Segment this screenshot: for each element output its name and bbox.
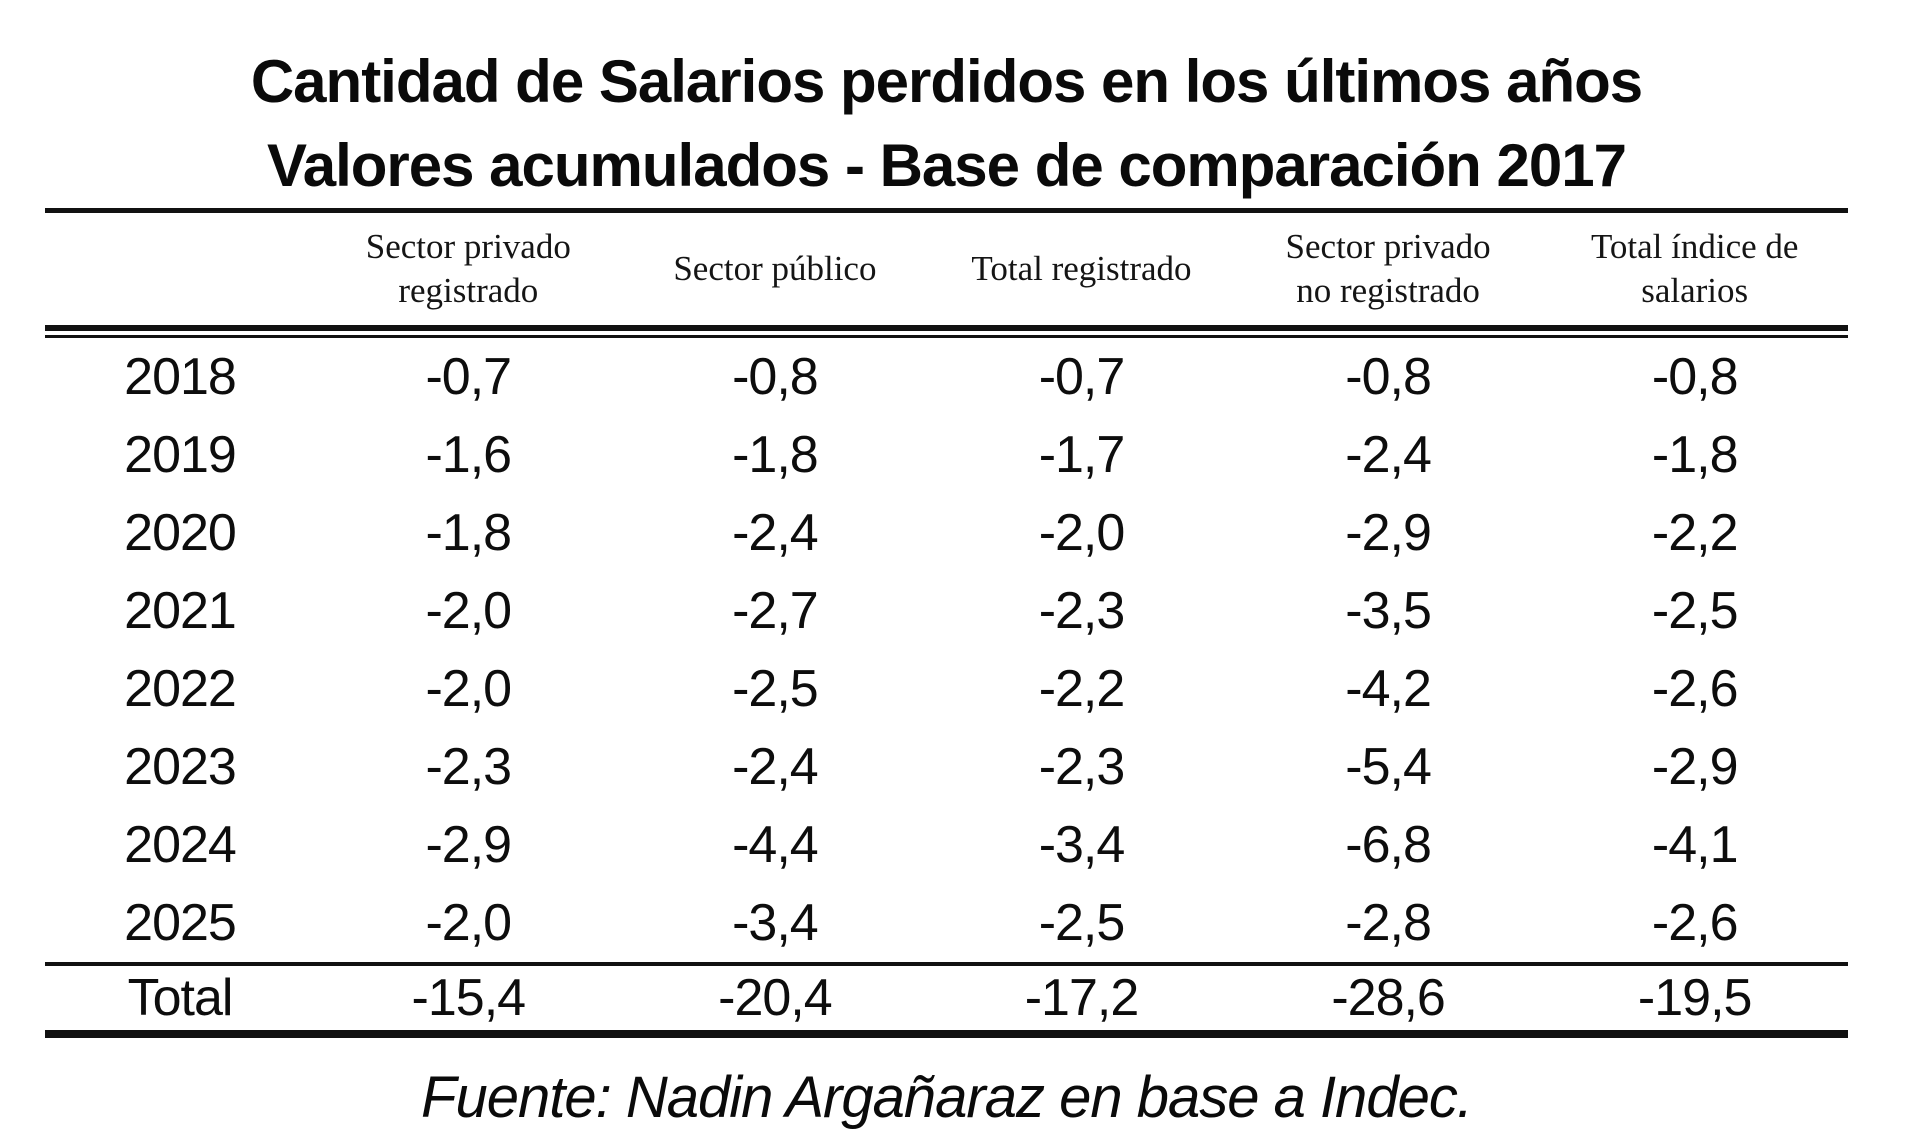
- header-sector-privado-no-registrado: Sector privado no registrado: [1285, 227, 1491, 310]
- table-row: 2025 -2,0 -3,4 -2,5 -2,8 -2,6: [45, 884, 1848, 962]
- value-cell: -0,7: [1038, 348, 1126, 406]
- total-row: Total -15,4 -20,4 -17,2 -28,6 -19,5: [45, 966, 1848, 1030]
- value-cell: -2,4: [1345, 426, 1432, 484]
- double-rule-bottom-line: [45, 335, 1848, 338]
- total-label-cell: Total: [127, 969, 234, 1027]
- value-cell: -2,5: [1038, 894, 1126, 952]
- table-row: 2023 -2,3 -2,4 -2,3 -5,4 -2,9: [45, 728, 1848, 806]
- value-cell: -2,0: [425, 582, 512, 640]
- salary-loss-table: Cantidad de Salarios perdidos en los últ…: [45, 0, 1848, 1131]
- value-cell: -0,7: [425, 348, 512, 406]
- header-total-indice-salarios: Total índice de salarios: [1590, 227, 1799, 310]
- value-cell: -4,2: [1345, 660, 1432, 718]
- value-cell: -1,8: [425, 504, 512, 562]
- title-line2: Valores acumulados - Base de comparación…: [267, 132, 1627, 199]
- total-value-cell: -15,4: [411, 969, 527, 1027]
- title-line1: Cantidad de Salarios perdidos en los últ…: [250, 48, 1643, 115]
- value-cell: -6,8: [1345, 816, 1432, 874]
- thin-rule: [45, 962, 1848, 966]
- year-cell: 2021: [124, 582, 237, 640]
- value-cell: -3,4: [732, 894, 819, 952]
- year-cell: 2020: [124, 504, 237, 562]
- value-cell: -2,6: [1651, 894, 1739, 952]
- header-row: Sector privado registrado Sector público …: [45, 213, 1848, 325]
- value-cell: -2,3: [1038, 738, 1126, 796]
- value-cell: -2,4: [732, 504, 819, 562]
- value-cell: -3,4: [1038, 816, 1126, 874]
- table-row: 2022 -2,0 -2,5 -2,2 -4,2 -2,6: [45, 650, 1848, 728]
- year-cell: 2019: [124, 426, 237, 484]
- table-row: 2020 -1,8 -2,4 -2,0 -2,9 -2,2: [45, 494, 1848, 572]
- total-value-cell: -20,4: [718, 969, 833, 1027]
- year-cell: 2023: [124, 738, 237, 796]
- total-value-cell: -19,5: [1637, 969, 1753, 1027]
- year-cell: 2022: [124, 660, 237, 718]
- value-cell: -1,7: [1038, 426, 1126, 484]
- value-cell: -2,7: [732, 582, 819, 640]
- value-cell: -1,8: [1651, 426, 1739, 484]
- value-cell: -2,2: [1651, 504, 1739, 562]
- top-rule: [45, 208, 1848, 213]
- value-cell: -2,2: [1038, 660, 1126, 718]
- table-row: 2021 -2,0 -2,7 -2,3 -3,5 -2,5: [45, 572, 1848, 650]
- thick-rule: [45, 1030, 1848, 1038]
- value-cell: -2,4: [732, 738, 819, 796]
- year-cell: 2018: [124, 348, 237, 406]
- value-cell: -2,0: [1038, 504, 1126, 562]
- value-cell: -3,5: [1345, 582, 1432, 640]
- header-total-registrado: Total registrado: [971, 249, 1192, 288]
- value-cell: -2,5: [732, 660, 819, 718]
- value-cell: -0,8: [1651, 348, 1739, 406]
- value-cell: -2,9: [425, 816, 512, 874]
- value-cell: -4,1: [1651, 816, 1739, 874]
- double-rule-top-line: [45, 325, 1848, 331]
- double-rule-gap: [45, 331, 1848, 335]
- year-cell: 2025: [124, 894, 237, 952]
- table-row: 2018 -0,7 -0,8 -0,7 -0,8 -0,8: [45, 338, 1848, 416]
- value-cell: -2,9: [1345, 504, 1432, 562]
- value-cell: -2,5: [1651, 582, 1739, 640]
- table-row: 2024 -2,9 -4,4 -3,4 -6,8 -4,1: [45, 806, 1848, 884]
- value-cell: -2,0: [425, 894, 512, 952]
- value-cell: -2,6: [1651, 660, 1739, 718]
- value-cell: -1,6: [425, 426, 512, 484]
- double-rule: [45, 325, 1848, 338]
- value-cell: -2,9: [1651, 738, 1739, 796]
- table-row: 2019 -1,6 -1,8 -1,7 -2,4 -1,8: [45, 416, 1848, 494]
- value-cell: -5,4: [1345, 738, 1432, 796]
- table-title: Cantidad de Salarios perdidos en los últ…: [45, 40, 1848, 208]
- header-sector-publico: Sector público: [673, 249, 877, 288]
- source-note: Fuente: Nadin Argañaraz en base a Indec.: [421, 1065, 1473, 1130]
- total-value-cell: -17,2: [1024, 969, 1140, 1027]
- total-value-cell: -28,6: [1331, 969, 1446, 1027]
- value-cell: -0,8: [732, 348, 819, 406]
- value-cell: -2,0: [425, 660, 512, 718]
- value-cell: -0,8: [1345, 348, 1432, 406]
- value-cell: -2,3: [425, 738, 512, 796]
- value-cell: -2,3: [1038, 582, 1126, 640]
- header-sector-privado-registrado: Sector privado registrado: [365, 227, 571, 310]
- value-cell: -4,4: [732, 816, 819, 874]
- value-cell: -1,8: [732, 426, 819, 484]
- value-cell: -2,8: [1345, 894, 1432, 952]
- year-cell: 2024: [124, 816, 237, 874]
